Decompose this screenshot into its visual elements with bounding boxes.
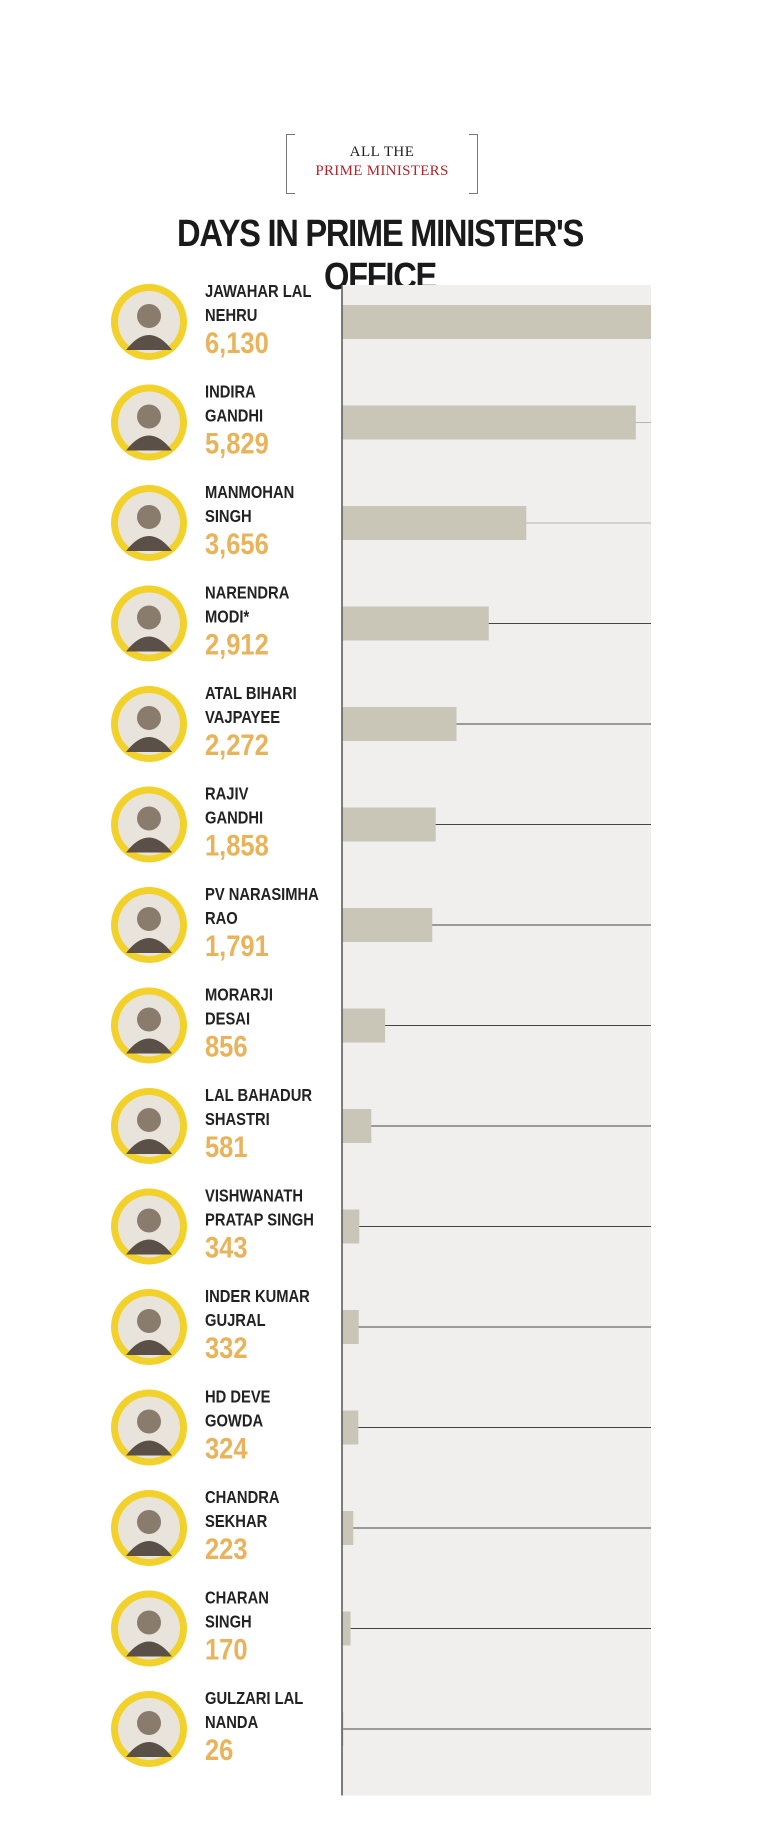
value-label: 2,272: [205, 728, 269, 761]
bar: [342, 606, 489, 641]
avatar-shoulders: [126, 1742, 172, 1757]
bar: [342, 1310, 359, 1344]
bar: [342, 1209, 360, 1244]
avatar-head: [137, 404, 161, 429]
pm-name-line: NANDA: [205, 1713, 258, 1733]
pm-name-line: NARENDRA: [205, 583, 289, 603]
avatar-shoulders: [126, 1641, 172, 1657]
avatar-head: [137, 1409, 161, 1434]
avatar-shoulders: [126, 1440, 172, 1456]
logo-bracket-left: [286, 134, 295, 194]
pm-name-line: PRATAP SINGH: [205, 1210, 314, 1230]
value-label: 581: [205, 1130, 248, 1163]
pm-name-line: HD DEVE: [205, 1387, 271, 1407]
bar: [342, 1109, 372, 1143]
logo-bracket-right: [469, 134, 478, 194]
pm-name-line: LAL BAHADUR: [205, 1086, 312, 1106]
pm-name-line: SEKHAR: [205, 1512, 267, 1532]
bar: [342, 807, 436, 842]
pm-name-line: GULZARI LAL: [205, 1689, 303, 1709]
avatar-head: [137, 605, 161, 630]
pm-name-line: NEHRU: [205, 306, 257, 326]
pm-name-line: MODI*: [205, 607, 250, 627]
pm-name-line: GANDHI: [205, 808, 263, 828]
bar: [342, 1008, 386, 1043]
avatar-shoulders: [126, 737, 172, 752]
bar: [342, 707, 457, 741]
pm-name-line: ATAL BIHARI: [205, 684, 297, 704]
avatar-head: [137, 1711, 161, 1735]
pm-name-line: INDIRA: [205, 382, 256, 402]
pm-name-line: SHASTRI: [205, 1110, 270, 1130]
bar: [342, 1511, 354, 1545]
avatar-shoulders: [126, 1139, 172, 1154]
pm-name-line: GOWDA: [205, 1411, 263, 1431]
bar: [342, 506, 527, 540]
pm-name-line: VISHWANATH: [205, 1186, 303, 1206]
avatar-shoulders: [126, 1239, 172, 1255]
bar: [342, 1611, 351, 1646]
value-label: 1,858: [205, 829, 269, 862]
pm-name-line: GUJRAL: [205, 1311, 266, 1331]
avatar-shoulders: [126, 1541, 172, 1556]
avatar-shoulders: [126, 335, 172, 350]
pm-name-line: MORARJI: [205, 985, 273, 1005]
avatar-shoulders: [126, 837, 172, 853]
pm-name-line: CHARAN: [205, 1588, 269, 1608]
value-label: 223: [205, 1532, 248, 1565]
value-label: 332: [205, 1331, 248, 1364]
avatar-head: [137, 505, 161, 529]
avatar-shoulders: [126, 435, 172, 451]
avatar-head: [137, 806, 161, 831]
pm-name-line: VAJPAYEE: [205, 708, 280, 728]
bar: [342, 405, 636, 440]
pm-name-line: JAWAHAR LAL: [205, 282, 311, 302]
avatar-head: [137, 1510, 161, 1534]
pm-name-line: RAO: [205, 909, 238, 929]
pm-name-line: RAJIV: [205, 784, 248, 804]
pm-name-line: CHANDRA: [205, 1488, 280, 1508]
avatar-shoulders: [126, 636, 172, 652]
value-label: 3,656: [205, 527, 269, 560]
value-label: 324: [205, 1432, 248, 1465]
avatar-head: [137, 1309, 161, 1333]
avatar-shoulders: [126, 1340, 172, 1355]
value-label: 6,130: [205, 326, 269, 359]
avatar-shoulders: [126, 536, 172, 551]
pm-name-line: MANMOHAN: [205, 483, 294, 503]
logo-line-2: PRIME MINISTERS: [315, 163, 449, 179]
avatar-head: [137, 706, 161, 730]
logo-line-1: ALL THE: [349, 144, 415, 160]
avatar-head: [137, 907, 161, 931]
pm-name-line: PV NARASIMHA: [205, 885, 319, 905]
pm-name-line: SINGH: [205, 1612, 252, 1632]
avatar-shoulders: [126, 1038, 172, 1054]
value-label: 5,829: [205, 427, 269, 460]
value-label: 856: [205, 1030, 248, 1063]
value-label: 170: [205, 1633, 248, 1666]
pm-name-line: SINGH: [205, 507, 252, 527]
avatar-head: [137, 1007, 161, 1032]
avatar-head: [137, 1610, 161, 1635]
bar: [342, 908, 433, 942]
avatar-shoulders: [126, 938, 172, 953]
logo-all-the-prime-ministers: ALL THE PRIME MINISTERS: [286, 134, 478, 194]
value-label: 343: [205, 1231, 248, 1264]
avatar-head: [137, 304, 161, 328]
value-label: 1,791: [205, 929, 269, 962]
bar: [342, 305, 651, 339]
avatar-head: [137, 1108, 161, 1132]
pm-name-line: INDER KUMAR: [205, 1287, 310, 1307]
avatar-head: [137, 1208, 161, 1233]
value-label: 26: [205, 1733, 233, 1766]
value-label: 2,912: [205, 628, 269, 661]
pm-name-line: GANDHI: [205, 406, 263, 426]
pm-name-line: DESAI: [205, 1009, 250, 1029]
bar: [342, 1410, 359, 1445]
